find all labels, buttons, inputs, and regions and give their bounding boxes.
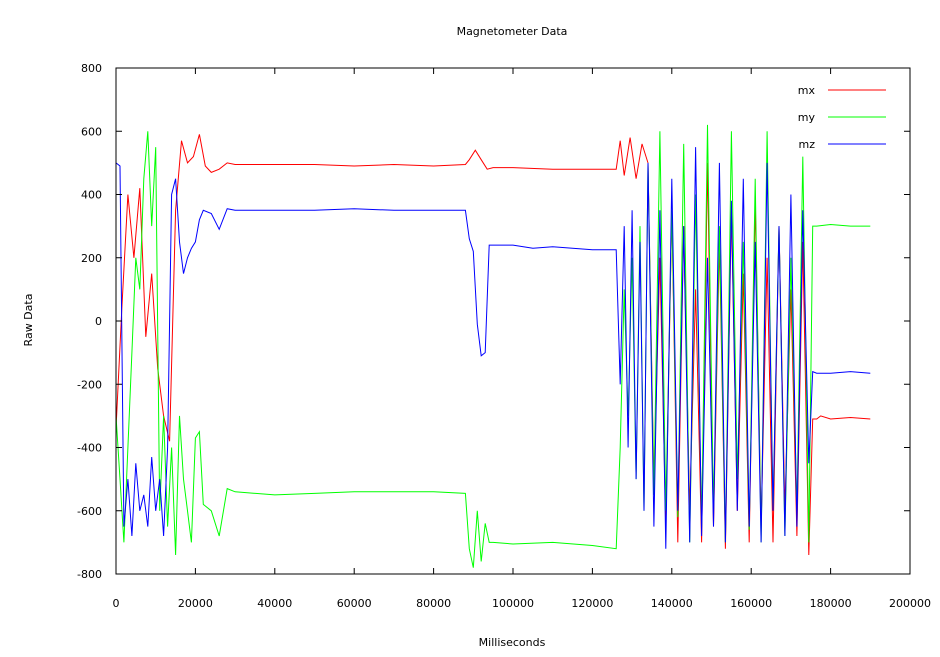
- series-line-mx: [115, 134, 871, 556]
- x-tick-label: 80000: [416, 597, 451, 610]
- y-tick-label: -200: [77, 378, 102, 391]
- y-tick-label: 800: [81, 62, 102, 75]
- y-tick-label: -400: [77, 442, 102, 455]
- x-tick-label: 180000: [810, 597, 852, 610]
- series-line-mz: [115, 147, 871, 549]
- chart-title: Magnetometer Data: [457, 25, 568, 38]
- x-tick-label: 120000: [571, 597, 613, 610]
- legend: mx my mz: [798, 84, 886, 151]
- legend-label-mz: mz: [799, 138, 816, 151]
- x-tick-label: 200000: [889, 597, 931, 610]
- x-axis-label: Milliseconds: [479, 636, 546, 649]
- x-tick-label: 60000: [337, 597, 372, 610]
- x-tick-label: 160000: [730, 597, 772, 610]
- x-tick-label: 140000: [651, 597, 693, 610]
- y-tick-label: -800: [77, 568, 102, 581]
- y-tick-label: 600: [81, 125, 102, 138]
- series-line-my: [115, 124, 871, 568]
- y-tick-label: 400: [81, 189, 102, 202]
- x-tick-label: 40000: [257, 597, 292, 610]
- legend-label-mx: mx: [798, 84, 816, 97]
- series-layer: [115, 124, 871, 568]
- tick-layer: 0 20000 40000 60000 80000 100000 120000 140000 1…: [77, 62, 931, 610]
- x-tick-label: 0: [113, 597, 120, 610]
- y-tick-label: -600: [77, 505, 102, 518]
- y-axis-label: Raw Data: [22, 294, 35, 347]
- y-tick-label: 0: [95, 315, 102, 328]
- x-tick-label: 100000: [492, 597, 534, 610]
- y-tick-label: 200: [81, 252, 102, 265]
- legend-label-my: my: [798, 111, 816, 124]
- plot-frame: [115, 67, 911, 575]
- x-tick-label: 20000: [178, 597, 213, 610]
